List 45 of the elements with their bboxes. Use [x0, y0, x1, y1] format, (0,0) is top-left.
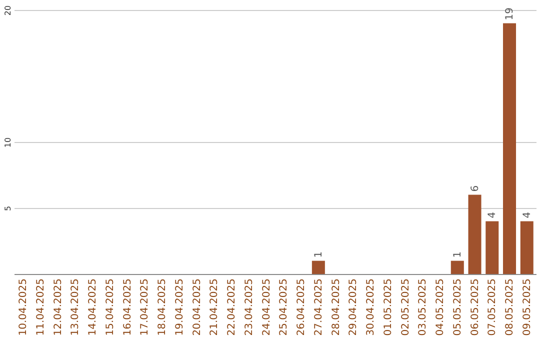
x-tick-label: 25.04.2025: [278, 278, 290, 336]
x-tick-label: 22.04.2025: [226, 278, 238, 336]
x-tick-label: 09.05.2025: [522, 278, 533, 336]
x-tick-label: 13.04.2025: [70, 278, 82, 336]
x-tick-label: 24.04.2025: [261, 278, 272, 336]
bar: [450, 260, 464, 274]
x-tick-label: 07.05.2025: [487, 278, 498, 336]
x-tick-label: 20.04.2025: [192, 278, 203, 336]
x-tick-label: 03.05.2025: [418, 278, 429, 336]
y-tick-label: 20: [4, 5, 12, 16]
bar: [486, 221, 499, 274]
x-tick-label: 21.04.2025: [209, 278, 220, 336]
x-tick-label: 05.05.2025: [452, 278, 464, 336]
bar: [468, 194, 482, 274]
x-tick-label: 30.04.2025: [366, 278, 377, 336]
x-tick-label: 23.04.2025: [244, 278, 255, 336]
y-tick-label: 10: [4, 137, 12, 148]
x-tick-label: 02.05.2025: [400, 278, 412, 336]
x-tick-label: 18.04.2025: [157, 278, 168, 336]
data-label: 19: [504, 7, 516, 20]
data-label: 4: [487, 212, 498, 218]
x-tick-label: 08.05.2025: [504, 278, 516, 336]
x-tick-label: 10.04.2025: [18, 278, 30, 336]
bar: [520, 221, 534, 274]
x-tick-label: 12.04.2025: [52, 278, 64, 336]
x-tick-label: 16.04.2025: [122, 278, 134, 336]
x-tick-label: 04.05.2025: [435, 278, 446, 336]
x-tick-label: 15.04.2025: [104, 278, 116, 336]
x-tick-label: 14.04.2025: [88, 278, 99, 336]
data-label: 1: [313, 251, 324, 258]
x-tick-label: 11.04.2025: [35, 278, 46, 336]
x-tick-label: 01.05.2025: [382, 278, 394, 336]
bar: [503, 23, 516, 274]
x-tick-label: 06.05.2025: [470, 278, 481, 336]
data-label: 6: [470, 185, 481, 192]
y-tick-label: 5: [4, 206, 12, 212]
data-label: 1: [452, 251, 464, 258]
data-label: 4: [522, 212, 533, 218]
x-tick-label: 27.04.2025: [313, 278, 324, 336]
x-tick-label: 19.04.2025: [174, 278, 186, 336]
x-tick-label: 28.04.2025: [330, 278, 342, 336]
x-tick-label: 17.04.2025: [140, 278, 151, 336]
x-tick-label: 29.04.2025: [348, 278, 360, 336]
bar: [312, 260, 325, 274]
x-tick-label: 26.04.2025: [296, 278, 308, 336]
